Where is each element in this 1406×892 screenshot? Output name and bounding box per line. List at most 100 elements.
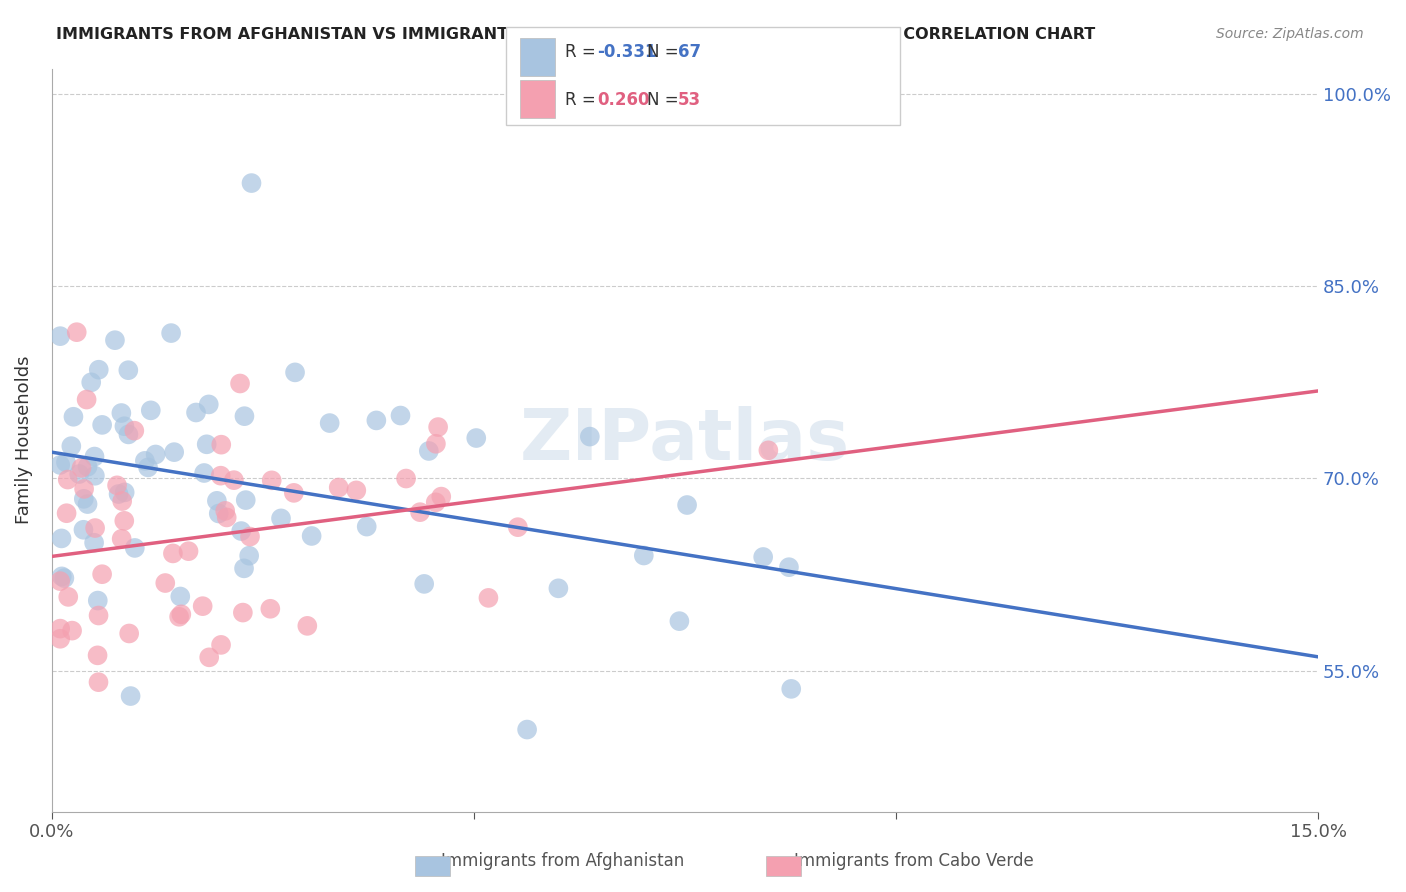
- Immigrants from Afghanistan: [208, 507, 231, 521]
- Immigrants from Cabo Verde: [91, 567, 114, 582]
- Immigrants from Afghanistan: [80, 376, 103, 390]
- Immigrants from Cabo Verde: [84, 521, 107, 535]
- Immigrants from Cabo Verde: [222, 473, 245, 487]
- Immigrants from Cabo Verde: [297, 619, 319, 633]
- Immigrants from Afghanistan: [117, 427, 139, 442]
- Immigrants from Cabo Verde: [49, 574, 72, 588]
- Immigrants from Afghanistan: [284, 365, 307, 379]
- Immigrants from Afghanistan: [231, 524, 253, 538]
- Immigrants from Afghanistan: [668, 614, 690, 628]
- Immigrants from Cabo Verde: [198, 650, 221, 665]
- Immigrants from Afghanistan: [76, 497, 98, 511]
- Immigrants from Afghanistan: [579, 429, 602, 443]
- Immigrants from Afghanistan: [73, 491, 96, 506]
- Immigrants from Afghanistan: [195, 437, 218, 451]
- Immigrants from Cabo Verde: [112, 514, 135, 528]
- Text: N =: N =: [647, 43, 683, 61]
- Immigrants from Afghanistan: [240, 176, 263, 190]
- Immigrants from Afghanistan: [87, 593, 110, 607]
- Immigrants from Afghanistan: [780, 681, 803, 696]
- Immigrants from Cabo Verde: [425, 495, 447, 509]
- Immigrants from Afghanistan: [49, 458, 72, 472]
- Immigrants from Afghanistan: [233, 561, 256, 575]
- Immigrants from Afghanistan: [72, 523, 94, 537]
- Immigrants from Cabo Verde: [430, 490, 453, 504]
- Immigrants from Afghanistan: [205, 493, 228, 508]
- Immigrants from Afghanistan: [238, 549, 260, 563]
- Immigrants from Afghanistan: [318, 416, 340, 430]
- Immigrants from Afghanistan: [778, 560, 800, 574]
- Immigrants from Afghanistan: [53, 571, 76, 585]
- Immigrants from Cabo Verde: [87, 675, 110, 690]
- Immigrants from Cabo Verde: [506, 520, 529, 534]
- Y-axis label: Family Households: Family Households: [15, 356, 32, 524]
- Immigrants from Afghanistan: [184, 405, 207, 419]
- Immigrants from Cabo Verde: [76, 392, 98, 407]
- Immigrants from Cabo Verde: [209, 438, 232, 452]
- Immigrants from Afghanistan: [752, 549, 775, 564]
- Immigrants from Afghanistan: [104, 333, 127, 347]
- Immigrants from Afghanistan: [197, 397, 219, 411]
- Immigrants from Afghanistan: [87, 362, 110, 376]
- Immigrants from Cabo Verde: [232, 606, 254, 620]
- Immigrants from Cabo Verde: [215, 510, 238, 524]
- Immigrants from Afghanistan: [51, 569, 73, 583]
- Immigrants from Afghanistan: [67, 467, 90, 481]
- Immigrants from Afghanistan: [49, 329, 72, 343]
- Immigrants from Afghanistan: [465, 431, 488, 445]
- Immigrants from Afghanistan: [633, 549, 655, 563]
- Immigrants from Cabo Verde: [111, 532, 134, 546]
- Immigrants from Cabo Verde: [259, 601, 281, 615]
- Immigrants from Afghanistan: [76, 459, 98, 474]
- Immigrants from Cabo Verde: [56, 473, 79, 487]
- Immigrants from Cabo Verde: [70, 461, 93, 475]
- Immigrants from Cabo Verde: [477, 591, 499, 605]
- Immigrants from Afghanistan: [163, 445, 186, 459]
- Text: N =: N =: [647, 91, 683, 109]
- Immigrants from Afghanistan: [389, 409, 412, 423]
- Immigrants from Afghanistan: [547, 582, 569, 596]
- Immigrants from Cabo Verde: [425, 437, 447, 451]
- Immigrants from Cabo Verde: [756, 443, 779, 458]
- Immigrants from Afghanistan: [110, 406, 132, 420]
- Immigrants from Cabo Verde: [60, 624, 83, 638]
- Text: R =: R =: [565, 43, 602, 61]
- Immigrants from Cabo Verde: [344, 483, 367, 498]
- Immigrants from Cabo Verde: [328, 480, 350, 494]
- Immigrants from Cabo Verde: [111, 494, 134, 508]
- Immigrants from Cabo Verde: [177, 544, 200, 558]
- Immigrants from Afghanistan: [83, 468, 105, 483]
- Text: Source: ZipAtlas.com: Source: ZipAtlas.com: [1216, 27, 1364, 41]
- Immigrants from Afghanistan: [145, 448, 167, 462]
- Immigrants from Afghanistan: [169, 590, 191, 604]
- Immigrants from Cabo Verde: [191, 599, 214, 614]
- Immigrants from Afghanistan: [134, 454, 156, 468]
- Immigrants from Cabo Verde: [283, 486, 305, 500]
- Immigrants from Cabo Verde: [395, 471, 418, 485]
- Immigrants from Afghanistan: [83, 535, 105, 549]
- Immigrants from Afghanistan: [120, 689, 142, 703]
- Immigrants from Cabo Verde: [155, 576, 177, 591]
- Immigrants from Afghanistan: [418, 444, 440, 458]
- Immigrants from Afghanistan: [55, 455, 77, 469]
- Immigrants from Cabo Verde: [167, 609, 190, 624]
- Immigrants from Afghanistan: [301, 529, 323, 543]
- Immigrants from Afghanistan: [60, 439, 83, 453]
- Immigrants from Cabo Verde: [118, 626, 141, 640]
- Immigrants from Cabo Verde: [239, 530, 262, 544]
- Immigrants from Cabo Verde: [49, 632, 72, 646]
- Text: 0.260: 0.260: [598, 91, 650, 109]
- Immigrants from Afghanistan: [114, 485, 136, 500]
- Immigrants from Afghanistan: [235, 493, 257, 508]
- Immigrants from Afghanistan: [356, 519, 378, 533]
- Immigrants from Afghanistan: [516, 723, 538, 737]
- Immigrants from Cabo Verde: [86, 648, 108, 663]
- Immigrants from Afghanistan: [366, 413, 388, 427]
- Immigrants from Cabo Verde: [73, 482, 96, 496]
- Immigrants from Cabo Verde: [170, 607, 193, 622]
- Immigrants from Cabo Verde: [209, 468, 232, 483]
- Immigrants from Cabo Verde: [209, 638, 232, 652]
- Immigrants from Cabo Verde: [58, 590, 80, 604]
- Immigrants from Afghanistan: [83, 450, 105, 464]
- Text: ZIPatlas: ZIPatlas: [520, 406, 851, 475]
